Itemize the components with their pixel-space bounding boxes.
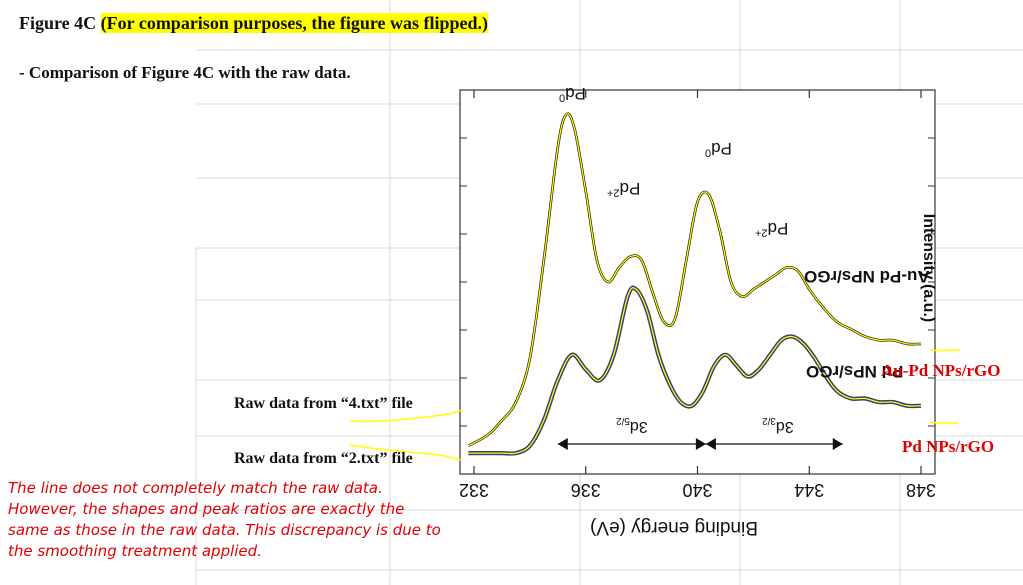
peak-label-3: Pd2+: [754, 218, 789, 239]
raw-extension-3: [929, 421, 959, 425]
arrowhead-mid-a: [695, 438, 706, 450]
raw-label-bottom: Raw data from “2.txt” file: [234, 450, 413, 467]
in-plot-label-0: Au-Pd NPs/rGO: [803, 267, 930, 287]
spin-orbit-label-0: 3d5/2: [616, 415, 649, 436]
comparison-subheading: - Comparison of Figure 4C with the raw d…: [19, 63, 351, 82]
x-tick-label-2: 340: [682, 480, 712, 500]
chart-xlabel: Binding energy (eV): [590, 517, 758, 538]
arrowhead-right: [832, 438, 843, 450]
raw-data-group: [349, 113, 961, 461]
arrowhead-left: [557, 438, 568, 450]
x-tick-label-0: 332: [459, 480, 489, 500]
discrepancy-note: The line does not completely match the r…: [8, 479, 441, 560]
series-label-bottom: Pd NPs/rGO: [902, 437, 995, 456]
x-tick-label-3: 344: [794, 480, 824, 500]
tick-labels: 332 336 340 344 348: [459, 480, 936, 500]
spin-orbit-arrows: [557, 438, 843, 450]
raw-trace-0: [468, 113, 922, 447]
series-label-top: Au-Pd NPs/rGO: [881, 361, 1001, 380]
figure-heading: Figure 4C (For comparison purposes, the …: [19, 13, 489, 34]
raw-trace-1: [468, 287, 922, 455]
peak-label-0: Pd0: [559, 84, 587, 104]
peak-label-1: Pd2+: [606, 178, 641, 199]
arrowhead-mid-b: [705, 438, 716, 450]
raw-label-top: Raw data from “4.txt” file: [234, 395, 413, 412]
x-tick-label-4: 348: [906, 480, 936, 500]
spin-orbit-label-1: 3d3/2: [761, 415, 794, 436]
raw-extension-0: [349, 409, 463, 423]
x-tick-label-1: 336: [571, 480, 601, 500]
tick-marks: [460, 90, 935, 474]
heading-prefix: Figure 4C: [19, 13, 101, 33]
raw-extension-2: [929, 349, 961, 352]
peak-label-2: Pd0: [704, 138, 732, 159]
heading-highlight: (For comparison purposes, the figure was…: [100, 13, 489, 33]
raw-extension-1: [349, 444, 463, 461]
